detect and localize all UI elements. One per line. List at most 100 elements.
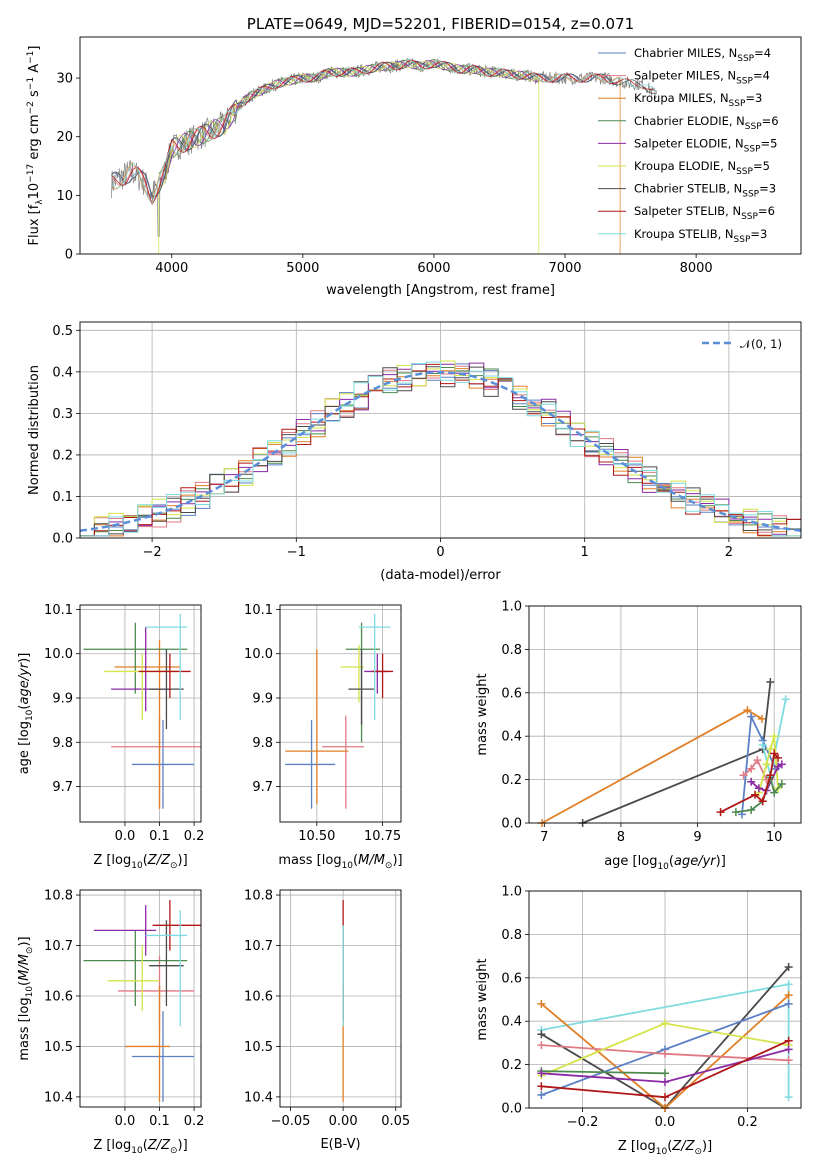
weight-point	[784, 1045, 793, 1054]
axes-frame	[79, 321, 802, 539]
spectrum-model-line	[158, 58, 539, 175]
weight-point	[781, 695, 790, 704]
axes-frame	[79, 889, 202, 1108]
weight-point	[774, 753, 783, 762]
y-tick-label: 0.4	[501, 730, 522, 745]
y-tick-label: 10.5	[244, 1040, 273, 1055]
weight-point	[731, 808, 740, 817]
x-tick-label: 0.2	[737, 1115, 758, 1130]
spectrum-ylabel: Flux [fλ10−17 erg cm−2 s−1 A−1]	[26, 46, 45, 246]
weight-point	[537, 1069, 546, 1078]
weight-point	[537, 1030, 546, 1039]
weight-point	[784, 962, 793, 971]
y-tick-label: 0.0	[52, 532, 73, 547]
y-tick-label: 0.2	[501, 773, 522, 788]
spectrum-legend: Chabrier MILES, NSSP=4 Salpeter MILES, NS…	[598, 46, 779, 245]
mass-vs-Z-ylabel: mass [log10(M/M⊙)]	[17, 936, 35, 1060]
x-tick-label: 4000	[155, 261, 188, 276]
weight-point	[784, 1036, 793, 1045]
spectrum-model-line	[111, 59, 658, 205]
weight-vs-age-panel: 7 8 9 10 0.0 0.2 0.4 0.6 0.8 1.0 age [log10(age/yr…	[475, 600, 802, 872]
y-tick-label: 0.5	[52, 324, 73, 339]
legend-entry: Kroupa ELODIE, NSSP=5	[634, 159, 770, 177]
axes-frame	[79, 604, 202, 823]
y-tick-label: 20	[56, 130, 73, 145]
y-tick-label: 10.6	[44, 989, 73, 1004]
normal-reference-curve	[80, 371, 801, 532]
histograms	[80, 360, 801, 537]
legend-entry: Chabrier STELIB, NSSP=3	[634, 182, 776, 200]
weight-point	[784, 991, 793, 1000]
y-tick-label: 30	[56, 72, 73, 87]
y-tick-label: 0.1	[52, 490, 73, 505]
errorbars	[83, 613, 201, 809]
axes-frame	[279, 604, 402, 823]
x-tick-label: 6000	[417, 261, 450, 276]
y-tick-label: 0.4	[52, 365, 73, 380]
age-vs-Z-xlabel: Z [log10(Z/Z⊙)]	[93, 853, 187, 871]
x-tick-label: 8	[617, 830, 625, 845]
y-tick-label: 0.2	[501, 1058, 522, 1073]
spectrum-panel: 4000 5000 6000 7000 8000 0 10 20 30 PLATE=0649, M…	[26, 15, 802, 298]
weight-point	[770, 732, 779, 741]
x-tick-label: 10.75	[364, 829, 401, 844]
weight-vs-age-ylabel: mass weight	[475, 673, 490, 755]
spectrum-model-line	[111, 60, 618, 200]
weight-vs-age-xlabel: age [log10(age/yr)]	[604, 854, 726, 872]
weight-point	[758, 797, 767, 806]
weight-point	[754, 784, 763, 793]
residuals-panel: −2 −1 0 1 2 0.0 0.1 0.2 0.3 0.4 0.5 (data-model)/er…	[27, 321, 802, 583]
axes-frame	[528, 890, 802, 1109]
y-tick-label: 0.6	[501, 686, 522, 701]
y-tick-label: 10.1	[244, 603, 273, 618]
spectrum-model-line	[111, 58, 658, 205]
y-tick-label: 10.0	[244, 647, 273, 662]
weight-point	[747, 764, 756, 773]
y-tick-label: 0.8	[501, 643, 522, 658]
weight-line	[742, 758, 768, 780]
x-tick-label: 0.00	[329, 1114, 358, 1129]
axes-frame	[79, 36, 802, 255]
x-tick-label: 0	[436, 545, 444, 560]
x-tick-label: 0.0	[115, 1114, 136, 1129]
age-vs-mass-xlabel: mass [log10(M/M⊙)]	[278, 853, 402, 871]
weight-point	[751, 790, 760, 799]
weight-vs-Z-panel: −0.2 0.0 0.2 0.0 0.2 0.4 0.6 0.8 1.0 Z [log10(Z/Z…	[475, 885, 802, 1157]
y-tick-label: 10.7	[44, 939, 73, 954]
weight-line	[541, 1070, 666, 1075]
weight-point	[661, 1077, 669, 1086]
legend-entry: Kroupa MILES, NSSP=3	[634, 91, 762, 109]
weight-point	[784, 999, 793, 1008]
x-tick-label: 0.0	[115, 829, 136, 844]
weight-point	[661, 1069, 669, 1078]
legend-entry: Salpeter STELIB, NSSP=6	[634, 204, 775, 222]
weight-point	[537, 1090, 546, 1099]
y-tick-label: 0.2	[52, 448, 73, 463]
residuals-ylabel: Normed distribution	[27, 365, 42, 495]
weight-point	[739, 771, 748, 780]
y-tick-label: 10.7	[244, 939, 273, 954]
x-tick-label: 10	[766, 830, 783, 845]
weight-point	[747, 777, 756, 786]
weight-point	[766, 771, 775, 780]
weight-point	[784, 1093, 793, 1102]
y-tick-label: 0.0	[501, 1102, 522, 1117]
x-tick-label: 0.1	[149, 829, 170, 844]
x-tick-label: 5000	[286, 261, 319, 276]
weight-point	[747, 712, 756, 721]
y-tick-label: 0.8	[501, 928, 522, 943]
x-tick-label: 7000	[548, 261, 581, 276]
y-tick-label: 10.0	[44, 647, 73, 662]
y-tick-label: 9.8	[52, 736, 73, 751]
x-tick-label: 0.2	[184, 829, 205, 844]
x-tick-label: 0.0	[655, 1115, 676, 1130]
weight-point	[661, 1019, 669, 1028]
y-tick-label: 9.7	[52, 780, 73, 795]
mass-vs-Z-panel: 0.0 0.1 0.2 10.4 10.5 10.6 10.7 10.8 Z [log10(Z/…	[17, 889, 204, 1156]
x-tick-label: 8000	[680, 261, 713, 276]
y-tick-label: 9.9	[52, 692, 73, 707]
y-tick-label: 10.4	[244, 1090, 273, 1105]
axes-frame	[528, 605, 802, 824]
y-tick-label: 0	[65, 248, 73, 263]
